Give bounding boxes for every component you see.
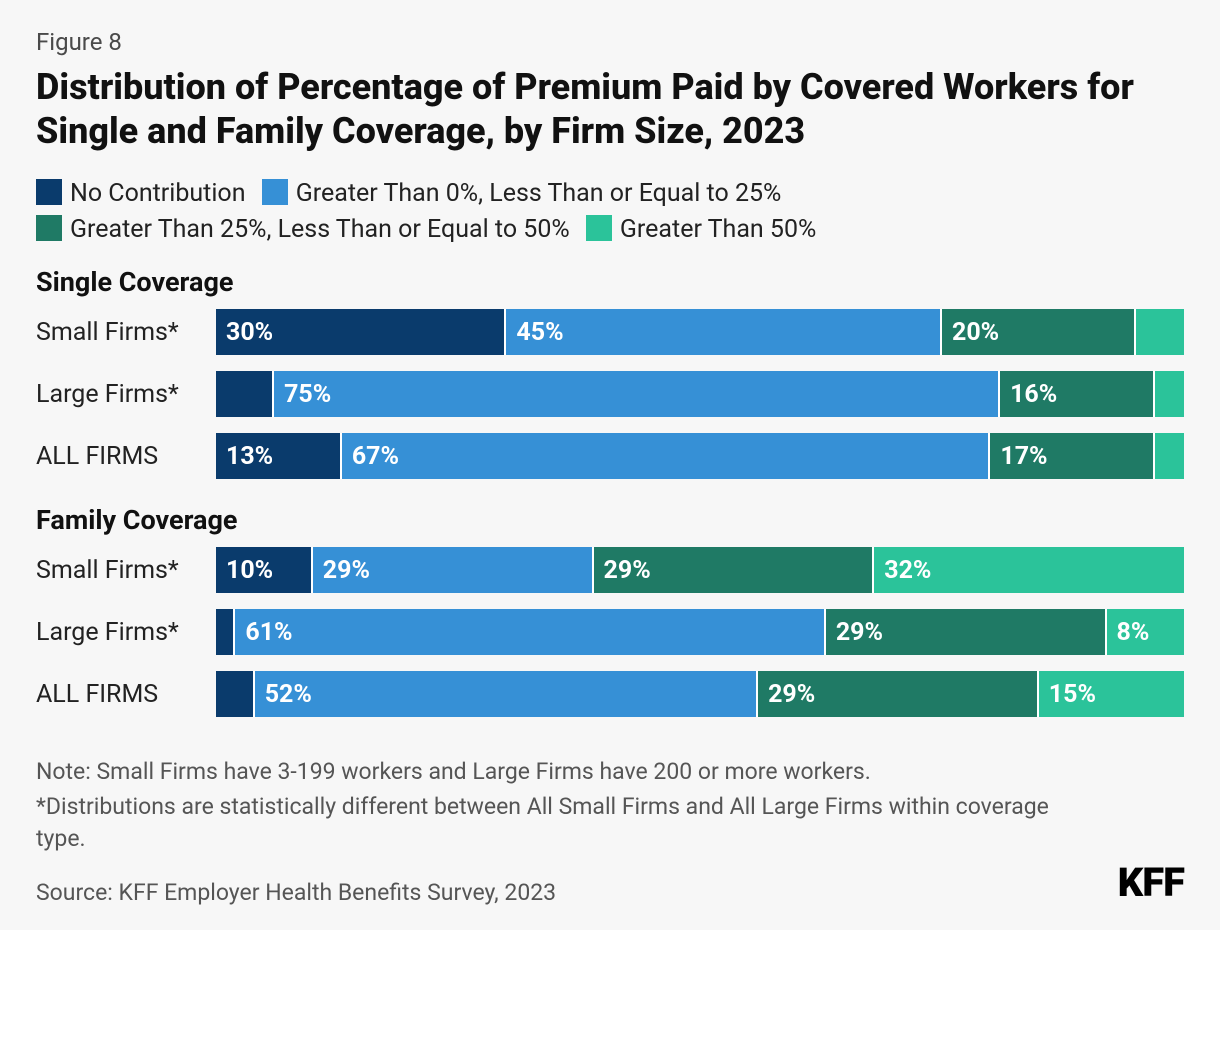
legend-label: Greater Than 50% xyxy=(620,215,816,244)
row-label: Small Firms* xyxy=(36,556,216,585)
legend-label: Greater Than 0%, Less Than or Equal to 2… xyxy=(296,179,782,208)
bar-segment: 10% xyxy=(216,547,313,593)
legend-item: No Contribution xyxy=(36,179,246,208)
figure-container: { "figure_label": "Figure 8", "title": "… xyxy=(0,0,1220,930)
brand-logo-text: KFF xyxy=(1118,859,1184,906)
bar-row: ALL FIRMS13% 67% 17% xyxy=(36,430,1184,482)
stacked-bar: 52% 29% 15% xyxy=(216,671,1184,717)
segment-value: 29% xyxy=(826,618,883,647)
legend-item: Greater Than 50% xyxy=(586,215,816,244)
segment-value: 17% xyxy=(990,442,1047,471)
bar-segment: 16% xyxy=(1000,371,1155,417)
segment-value: 15% xyxy=(1039,680,1096,709)
row-label: Large Firms* xyxy=(36,380,216,409)
bar-segment: 32% xyxy=(874,547,1184,593)
row-label: Large Firms* xyxy=(36,618,216,647)
bar-segment: 61% xyxy=(235,609,825,655)
segment-value: 13% xyxy=(216,442,273,471)
bar-segment: 75% xyxy=(274,371,1000,417)
segment-value: 61% xyxy=(235,618,292,647)
bar-row: Small Firms*10% 29% 29% 32% xyxy=(36,544,1184,596)
bar-segment: 52% xyxy=(255,671,758,717)
segment-value: 10% xyxy=(216,556,273,585)
bar-segment: 67% xyxy=(342,433,991,479)
chart-area: Single CoverageSmall Firms*30%45%20%Larg… xyxy=(36,266,1184,720)
bar-segment: 8% xyxy=(1107,609,1184,655)
bar-segment: 20% xyxy=(942,309,1136,355)
stacked-bar: 13% 67% 17% xyxy=(216,433,1184,479)
stacked-bar: 30% 45% 20% xyxy=(216,309,1184,355)
bar-segment: 45% xyxy=(506,309,942,355)
bar-row: Small Firms*30% 45% 20% xyxy=(36,306,1184,358)
bar-segment: 29% xyxy=(594,547,875,593)
stacked-bar: 61% 29% 8% xyxy=(216,609,1184,655)
figure-number-label: Figure 8 xyxy=(36,28,1184,56)
legend-label: No Contribution xyxy=(70,179,246,208)
bar-segment xyxy=(1155,371,1184,417)
bar-segment xyxy=(216,371,274,417)
note-line: Note: Small Firms have 3-199 workers and… xyxy=(36,756,1096,788)
segment-value: 29% xyxy=(313,556,370,585)
row-label: ALL FIRMS xyxy=(36,680,216,709)
legend-swatch xyxy=(36,179,62,205)
bar-segment: 29% xyxy=(758,671,1039,717)
stacked-bar: 10% 29% 29% 32% xyxy=(216,547,1184,593)
segment-value: 32% xyxy=(874,556,931,585)
row-label: ALL FIRMS xyxy=(36,442,216,471)
legend-label: Greater Than 25%, Less Than or Equal to … xyxy=(70,215,570,244)
segment-value: 52% xyxy=(255,680,312,709)
bar-segment: 29% xyxy=(313,547,594,593)
segment-value: 75% xyxy=(274,380,331,409)
legend-swatch xyxy=(36,215,62,241)
legend-swatch xyxy=(586,215,612,241)
chart-legend: No Contribution Greater Than 0%, Less Th… xyxy=(36,176,1166,249)
legend-item: Greater Than 0%, Less Than or Equal to 2… xyxy=(262,179,782,208)
bar-segment xyxy=(216,671,255,717)
section-title: Single Coverage xyxy=(36,266,1184,298)
chart-notes: Note: Small Firms have 3-199 workers and… xyxy=(36,756,1096,855)
bar-segment: 30% xyxy=(216,309,506,355)
row-label: Small Firms* xyxy=(36,318,216,347)
bar-segment: 17% xyxy=(990,433,1155,479)
chart-title: Distribution of Percentage of Premium Pa… xyxy=(36,66,1136,154)
segment-value: 16% xyxy=(1000,380,1057,409)
bar-segment: 13% xyxy=(216,433,342,479)
segment-value: 29% xyxy=(758,680,815,709)
source-text: Source: KFF Employer Health Benefits Sur… xyxy=(36,879,556,906)
segment-value: 8% xyxy=(1107,618,1150,647)
legend-swatch xyxy=(262,179,288,205)
segment-value: 30% xyxy=(216,318,273,347)
bar-row: ALL FIRMS 52% 29% 15% xyxy=(36,668,1184,720)
bar-segment: 15% xyxy=(1039,671,1184,717)
section-title: Family Coverage xyxy=(36,504,1184,536)
segment-value: 20% xyxy=(942,318,999,347)
stacked-bar: 75% 16% xyxy=(216,371,1184,417)
segment-value: 45% xyxy=(506,318,563,347)
legend-item: Greater Than 25%, Less Than or Equal to … xyxy=(36,215,570,244)
chart-footer: Source: KFF Employer Health Benefits Sur… xyxy=(36,859,1184,906)
bar-segment xyxy=(1136,309,1184,355)
bar-segment xyxy=(216,609,235,655)
bar-row: Large Firms* 75% 16% xyxy=(36,368,1184,420)
segment-value: 29% xyxy=(594,556,651,585)
bar-row: Large Firms* 61% 29% 8% xyxy=(36,606,1184,658)
note-line: *Distributions are statistically differe… xyxy=(36,791,1096,855)
segment-value: 67% xyxy=(342,442,399,471)
bar-segment xyxy=(1155,433,1184,479)
bar-segment: 29% xyxy=(826,609,1107,655)
